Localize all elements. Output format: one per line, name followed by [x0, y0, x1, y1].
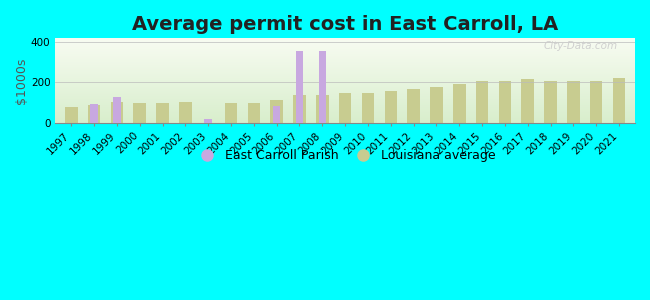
Bar: [133, 103, 146, 123]
Bar: [339, 93, 352, 123]
Bar: [521, 80, 534, 123]
Bar: [316, 95, 329, 123]
Y-axis label: $1000s: $1000s: [15, 57, 28, 104]
Bar: [111, 102, 123, 123]
Bar: [476, 82, 488, 123]
Bar: [408, 89, 420, 123]
Bar: [88, 105, 100, 123]
Bar: [156, 103, 169, 123]
Bar: [590, 82, 603, 123]
Bar: [361, 93, 374, 123]
Bar: [544, 82, 557, 123]
Title: Average permit cost in East Carroll, LA: Average permit cost in East Carroll, LA: [132, 15, 558, 34]
Bar: [179, 102, 192, 123]
Bar: [90, 104, 98, 123]
Bar: [453, 83, 465, 123]
Bar: [430, 86, 443, 123]
Bar: [65, 106, 77, 123]
Bar: [318, 51, 326, 123]
Legend: East Carroll Parish, Louisiana average: East Carroll Parish, Louisiana average: [190, 144, 500, 167]
Bar: [296, 51, 304, 123]
Bar: [113, 97, 121, 123]
Bar: [270, 100, 283, 123]
Bar: [499, 82, 511, 123]
Bar: [225, 103, 237, 123]
Bar: [613, 78, 625, 123]
Bar: [385, 91, 397, 123]
Bar: [204, 119, 212, 123]
Bar: [273, 106, 280, 123]
Text: City-Data.com: City-Data.com: [543, 41, 618, 51]
Bar: [567, 82, 580, 123]
Bar: [248, 103, 260, 123]
Bar: [293, 95, 306, 123]
